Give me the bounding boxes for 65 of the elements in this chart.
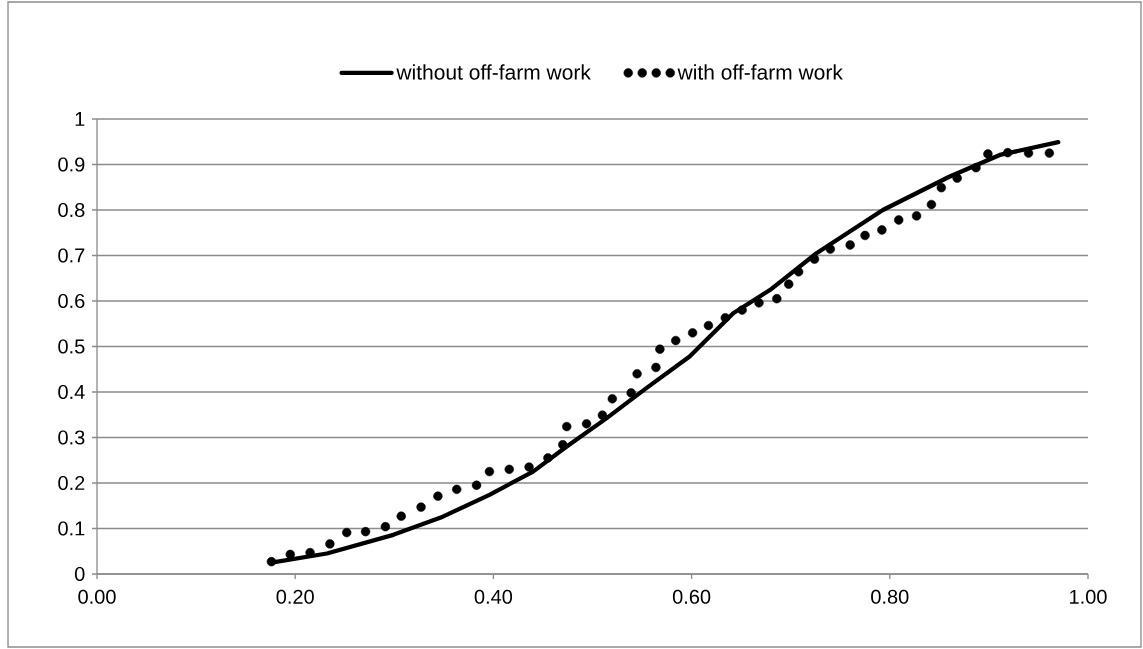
point — [936, 183, 946, 193]
point — [433, 491, 443, 501]
x-tick-label: 0.00 — [78, 589, 116, 604]
point — [558, 440, 568, 450]
point — [784, 279, 794, 289]
legend-label: without off-farm work — [396, 64, 591, 80]
point — [651, 362, 661, 373]
point — [471, 480, 482, 490]
point — [380, 521, 391, 532]
point — [607, 394, 617, 404]
x-tick-label: 1.00 — [1070, 589, 1107, 604]
point — [1044, 148, 1055, 158]
y-tick-label: 0.1 — [58, 521, 85, 536]
point — [737, 305, 747, 315]
point — [952, 173, 962, 183]
y-tick-label: 0.4 — [58, 384, 85, 400]
y-tick-label: 0.2 — [58, 475, 85, 491]
point — [720, 313, 730, 323]
point — [971, 163, 981, 173]
point — [671, 335, 681, 346]
point — [484, 466, 495, 477]
x-tick-label: 0.20 — [276, 589, 314, 604]
point — [543, 453, 553, 463]
point — [360, 527, 371, 537]
point — [983, 149, 993, 159]
point — [926, 199, 937, 210]
point — [1003, 147, 1013, 158]
point — [860, 230, 870, 241]
point — [452, 484, 462, 495]
point — [396, 511, 406, 521]
y-tick-label: 0.7 — [58, 248, 85, 263]
point — [911, 211, 922, 221]
point — [342, 527, 352, 538]
point — [825, 244, 836, 254]
y-tick-label: 0 — [74, 566, 85, 582]
point — [877, 225, 887, 235]
y-tick-label: 0.9 — [58, 157, 85, 172]
point — [416, 502, 426, 512]
point — [266, 557, 277, 567]
point — [632, 369, 642, 379]
x-tick-label: 0.80 — [871, 589, 909, 604]
point — [504, 464, 514, 474]
y-tick-label: 0.8 — [58, 202, 85, 218]
point — [809, 254, 820, 264]
point — [793, 267, 804, 277]
point — [597, 410, 608, 420]
point — [772, 294, 782, 304]
legend-label: with off-farm work — [677, 64, 843, 80]
point — [655, 344, 665, 354]
point — [626, 388, 636, 398]
point — [703, 320, 714, 331]
point — [687, 328, 698, 338]
point — [581, 419, 592, 429]
x-tick-label: 0.60 — [672, 589, 711, 604]
y-tick-label: 1 — [75, 112, 85, 126]
y-tick-label: 0.5 — [58, 339, 85, 354]
point — [562, 421, 572, 432]
x-tick-label: 0.40 — [474, 589, 513, 604]
point — [894, 215, 904, 225]
point — [754, 298, 764, 308]
y-tick-label: 0.6 — [58, 293, 85, 309]
point — [524, 462, 534, 472]
y-tick-label: 0.3 — [58, 430, 85, 445]
point — [845, 240, 855, 250]
point — [325, 539, 335, 549]
